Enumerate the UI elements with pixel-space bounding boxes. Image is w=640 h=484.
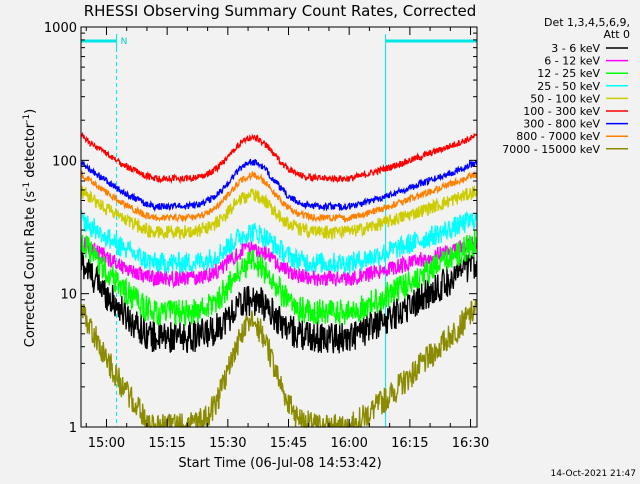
legend-label: 7000 - 15000 keV: [502, 143, 600, 156]
series-line: [80, 299, 478, 429]
x-tick-label: 15:45: [270, 436, 307, 451]
x-tick-label: 15:00: [88, 436, 125, 451]
series-line: [80, 131, 478, 185]
legend-label: 25 - 50 keV: [537, 80, 600, 93]
series-line: [80, 229, 478, 327]
legend-label: 6 - 12 keV: [544, 55, 600, 68]
x-tick-label: 16:00: [330, 436, 367, 451]
y-tick-label: 1: [69, 421, 77, 436]
x-tick-label: 15:15: [148, 436, 185, 451]
chart-title: RHESSI Observing Summary Count Rates, Co…: [84, 2, 477, 20]
series-line: [80, 236, 478, 289]
y-tick-label: 100: [52, 154, 77, 169]
legend-header-line1: Det 1,3,4,5,6,9,: [544, 16, 630, 29]
y-tick-label: 1000: [44, 21, 77, 36]
y-tick-label: 10: [60, 288, 77, 303]
legend-label: 800 - 7000 keV: [516, 130, 600, 143]
legend-header-line2: Att 0: [604, 28, 630, 41]
night-label: N: [121, 37, 128, 47]
legend-label: 12 - 25 keV: [537, 67, 600, 80]
legend-label: 50 - 100 keV: [530, 92, 600, 105]
series-line: [80, 184, 478, 241]
footer-date: 14-Oct-2021 21:47: [551, 469, 636, 479]
x-tick-label: 16:15: [391, 436, 428, 451]
series-line: [80, 249, 478, 354]
y-axis-label: Corrected Count Rate (s-1 detector-1): [22, 109, 38, 347]
plot-frame: [80, 26, 478, 428]
series-line: [80, 209, 478, 275]
axis-layer: 1 10 100 1000 15:00 15:15 15:30 15:45 16:00 16:15…: [44, 21, 489, 451]
legend-label: 100 - 300 keV: [523, 105, 600, 118]
series-layer: [80, 131, 478, 429]
legend-label: 3 - 6 keV: [551, 42, 600, 55]
legend-label: 300 - 800 keV: [523, 118, 600, 131]
x-tick-label: 15:30: [209, 436, 246, 451]
x-tick-label: 16:30: [452, 436, 489, 451]
series-line: [80, 158, 478, 213]
x-axis-label: Start Time (06-Jul-08 14:53:42): [178, 456, 381, 471]
series-line: [81, 170, 478, 224]
